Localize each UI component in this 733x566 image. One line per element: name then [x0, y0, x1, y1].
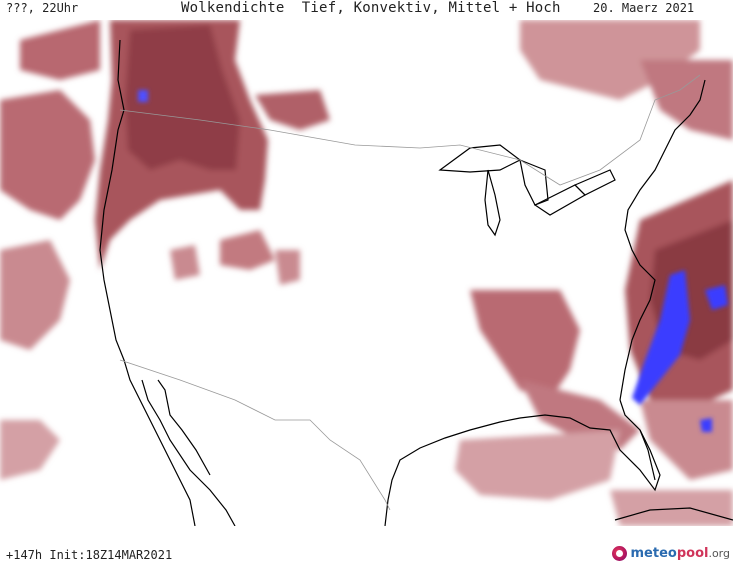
brand-part-org: .org [708, 547, 730, 560]
valid-date: 20. Maerz 2021 [593, 1, 695, 15]
cloud-region-cuba [610, 490, 733, 526]
border-layer [119, 74, 701, 511]
cloud-region-pacific-west [0, 90, 95, 220]
us-mexico-border [119, 359, 391, 511]
cloud-density-map [0, 20, 733, 526]
great-lake-ontario [573, 169, 616, 196]
florida-tip [639, 429, 656, 481]
cloud-region-pacific-southwest [0, 240, 70, 350]
gulf-coast-texas [384, 399, 661, 526]
cloud-region-caribbean [640, 400, 733, 480]
east-coastline [619, 79, 706, 401]
convective-core-pnw [138, 90, 148, 102]
cloud-region-colorado-patch [220, 230, 275, 270]
run-label: ???, 22Uhr [6, 1, 79, 15]
meteopool-brand[interactable]: meteo pool .org [611, 546, 730, 561]
cloud-region-pacific-top-left [20, 20, 100, 80]
convective-core-atlantic [632, 270, 690, 405]
mexico-west-coast [157, 379, 211, 476]
convective-core-atlantic-east [705, 285, 728, 310]
cloud-region-utah-patch [170, 245, 200, 280]
baja-peninsula [141, 379, 236, 526]
great-lake-erie [533, 184, 586, 216]
map-title: Wolkendichte Tief, Konvektiv, Mittel + H… [181, 0, 561, 16]
cuba-outline [614, 507, 733, 521]
cloud-field-layer [0, 20, 733, 526]
brand-part-pool: pool [676, 546, 709, 561]
meteopool-logo-icon [611, 546, 627, 561]
cloud-region-montana [255, 90, 330, 130]
us-canada-border [119, 74, 701, 186]
cloud-region-pacific-northwest-core [125, 25, 240, 170]
brand-part-meteo: meteo [630, 546, 677, 561]
great-lake-superior [438, 144, 522, 173]
convective-layer [138, 90, 728, 432]
cloud-region-southeast [470, 290, 580, 400]
convective-core-caribbean [700, 418, 712, 432]
forecast-info: +147h Init:18Z14MAR2021 [6, 548, 173, 562]
cloud-region-pacific-far-south [0, 420, 60, 480]
cloud-region-gulf-south [455, 430, 620, 500]
cloud-region-rockies-patch [275, 250, 300, 285]
great-lake-huron [519, 159, 549, 206]
west-coastline [99, 39, 196, 526]
cloud-region-maritimes [640, 60, 733, 140]
great-lake-michigan [484, 169, 501, 237]
